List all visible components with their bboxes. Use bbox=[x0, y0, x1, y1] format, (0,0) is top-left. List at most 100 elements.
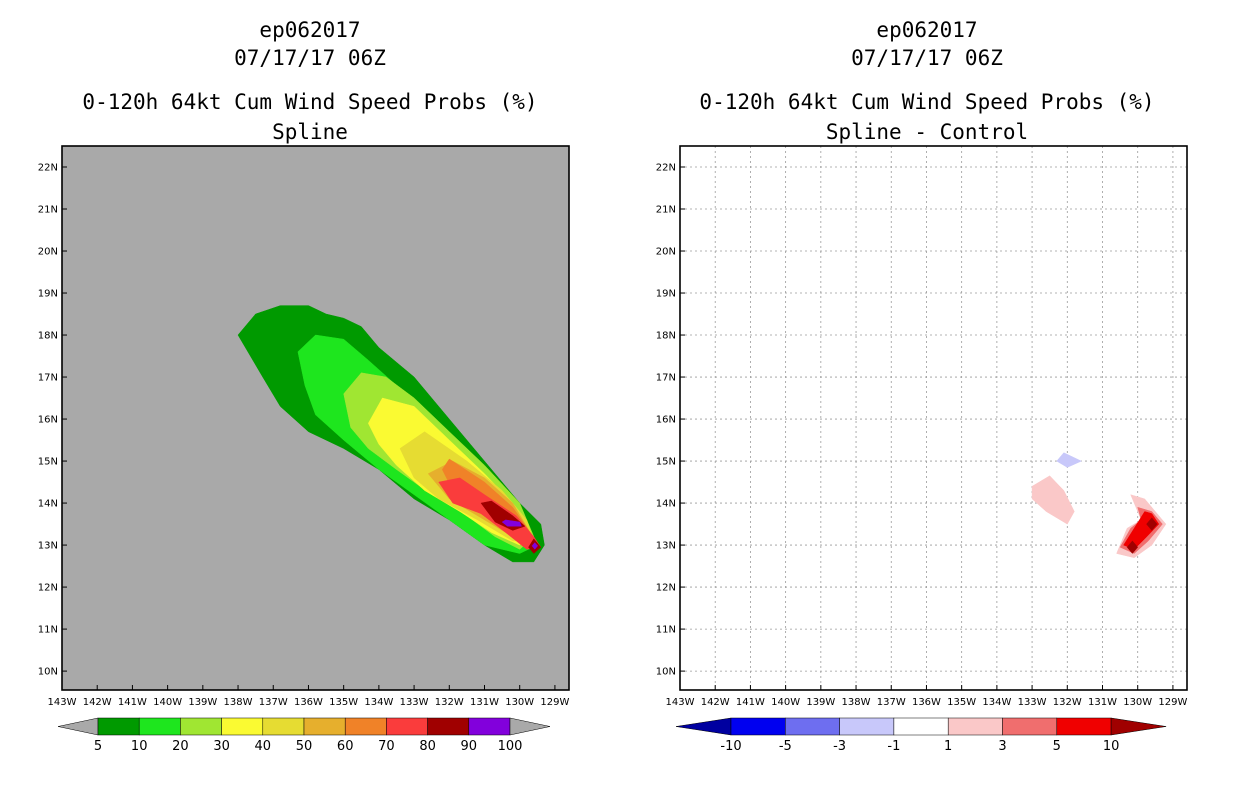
left-xtick-label: 138W bbox=[224, 697, 253, 708]
left-colorbar-label: 5 bbox=[94, 739, 102, 754]
right-colorbar-arrow-high bbox=[1110, 717, 1167, 736]
right-ytick-label: 12N bbox=[656, 583, 676, 594]
left-ytick-label: 14N bbox=[38, 499, 58, 510]
left-xtick-label: 142W bbox=[83, 697, 112, 708]
right-colorbar-label: -1 bbox=[887, 739, 900, 754]
right-ytick-label: 20N bbox=[656, 247, 676, 258]
left-colorbar-swatch bbox=[180, 717, 222, 736]
right-frame bbox=[679, 145, 1188, 691]
right-xtick-label: 137W bbox=[877, 697, 906, 708]
right-xtick-label: 139W bbox=[806, 697, 835, 708]
right-ytick-label: 10N bbox=[656, 667, 676, 678]
right-colorbar-arrow-low bbox=[675, 717, 732, 736]
left-colorbar: 5 10 20 30 40 50 60 70 80 90 100 bbox=[57, 717, 551, 754]
right-ytick-label: 22N bbox=[656, 163, 676, 174]
left-ytick-label: 11N bbox=[38, 625, 58, 636]
right-colorbar: -10 -5 -3 -1 1 3 5 10 bbox=[675, 717, 1167, 754]
left-subtitle: Spline bbox=[272, 120, 348, 144]
right-ytick-label: 14N bbox=[656, 499, 676, 510]
right-ytick-label: 15N bbox=[656, 457, 676, 468]
left-ytick-label: 12N bbox=[38, 583, 58, 594]
right-contour-10 bbox=[1126, 540, 1139, 554]
right-ytick-label: 16N bbox=[656, 415, 676, 426]
right-title: 0-120h 64kt Cum Wind Speed Probs (%) bbox=[699, 90, 1155, 114]
right-colorbar-label: 5 bbox=[1053, 739, 1061, 754]
left-colorbar-swatch bbox=[344, 717, 387, 736]
right-xtick-label: 131W bbox=[1088, 697, 1117, 708]
left-ytick-label: 21N bbox=[38, 205, 58, 216]
left-colorbar-label: 100 bbox=[498, 739, 523, 754]
left-xtick-label: 130W bbox=[505, 697, 534, 708]
left-colorbar-swatch bbox=[427, 717, 470, 736]
left-colorbar-label: 50 bbox=[296, 739, 313, 754]
right-xtick-label: 133W bbox=[1018, 697, 1047, 708]
left-colorbar-label: 80 bbox=[419, 739, 436, 754]
left-colorbar-swatch bbox=[138, 717, 181, 736]
right-contours bbox=[1031, 452, 1167, 558]
left-ytick-label: 10N bbox=[38, 667, 58, 678]
right-subtitle: Spline - Control bbox=[825, 120, 1029, 144]
right-xtick-label: 134W bbox=[982, 697, 1011, 708]
right-colorbar-label: 3 bbox=[998, 739, 1006, 754]
left-colorbar-label: 70 bbox=[378, 739, 395, 754]
right-xtick-label: 130W bbox=[1123, 697, 1152, 708]
left-xtick-label: 139W bbox=[188, 697, 217, 708]
left-ytick-label: 19N bbox=[38, 289, 58, 300]
right-xtick-label: 141W bbox=[736, 697, 765, 708]
right-plot-background bbox=[680, 146, 1187, 690]
right-colorbar-label: -5 bbox=[779, 739, 792, 754]
right-colorbar-swatch bbox=[839, 717, 895, 736]
left-ytick-label: 20N bbox=[38, 247, 58, 258]
right-ytick-label: 18N bbox=[656, 331, 676, 342]
left-xtick-label: 129W bbox=[540, 697, 569, 708]
left-xtick-label: 136W bbox=[294, 697, 323, 708]
left-xtick-label: 134W bbox=[364, 697, 393, 708]
left-ytick-label: 13N bbox=[38, 541, 58, 552]
left-colorbar-swatch bbox=[262, 717, 305, 736]
right-ytick-label: 11N bbox=[656, 625, 676, 636]
left-xtick-label: 133W bbox=[400, 697, 429, 708]
right-colorbar-swatch bbox=[1056, 717, 1112, 736]
left-xtick-label: 141W bbox=[118, 697, 147, 708]
left-contour-90 bbox=[501, 519, 522, 527]
left-xtick-label: 137W bbox=[259, 697, 288, 708]
left-xtick-label: 135W bbox=[329, 697, 358, 708]
left-ytick-label: 18N bbox=[38, 331, 58, 342]
right-ytick-label: 21N bbox=[656, 205, 676, 216]
right-colorbar-swatch bbox=[947, 717, 1003, 736]
right-colorbar-swatch bbox=[1002, 717, 1058, 736]
left-colorbar-label: 40 bbox=[255, 739, 272, 754]
left-colorbar-swatch bbox=[221, 717, 264, 736]
left-title: 0-120h 64kt Cum Wind Speed Probs (%) bbox=[82, 90, 538, 114]
right-xtick-label: 138W bbox=[842, 697, 871, 708]
left-frame bbox=[61, 145, 570, 691]
right-ytick-label: 19N bbox=[656, 289, 676, 300]
right-contour-10 bbox=[1146, 517, 1158, 531]
right-colorbar-label: -10 bbox=[720, 739, 741, 754]
left-colorbar-swatch bbox=[97, 717, 140, 736]
right-xtick-label: 135W bbox=[947, 697, 976, 708]
right-colorbar-label: -3 bbox=[833, 739, 846, 754]
left-ytick-label: 16N bbox=[38, 415, 58, 426]
right-contour-1 bbox=[1031, 475, 1075, 525]
right-colorbar-label: 10 bbox=[1103, 739, 1120, 754]
left-colorbar-arrow-low bbox=[57, 717, 99, 736]
right-colorbar-swatch bbox=[785, 717, 840, 736]
left-storm-id: ep062017 bbox=[259, 18, 361, 42]
left-xtick-label: 131W bbox=[470, 697, 499, 708]
left-contours bbox=[237, 305, 545, 563]
right-ytick-label: 17N bbox=[656, 373, 676, 384]
right-ytick-label: 13N bbox=[656, 541, 676, 552]
left-colorbar-swatch bbox=[386, 717, 428, 736]
left-colorbar-label: 60 bbox=[337, 739, 354, 754]
left-ytick-label: 22N bbox=[38, 163, 58, 174]
left-colorbar-swatch bbox=[303, 717, 346, 736]
left-ytick-label: 17N bbox=[38, 373, 58, 384]
right-xtick-label: 143W bbox=[666, 697, 695, 708]
left-xtick-label: 132W bbox=[435, 697, 464, 708]
right-xtick-label: 132W bbox=[1053, 697, 1082, 708]
right-storm-id: ep062017 bbox=[876, 18, 978, 42]
left-colorbar-arrow-high bbox=[509, 717, 551, 736]
left-datetime: 07/17/17 06Z bbox=[234, 46, 386, 70]
